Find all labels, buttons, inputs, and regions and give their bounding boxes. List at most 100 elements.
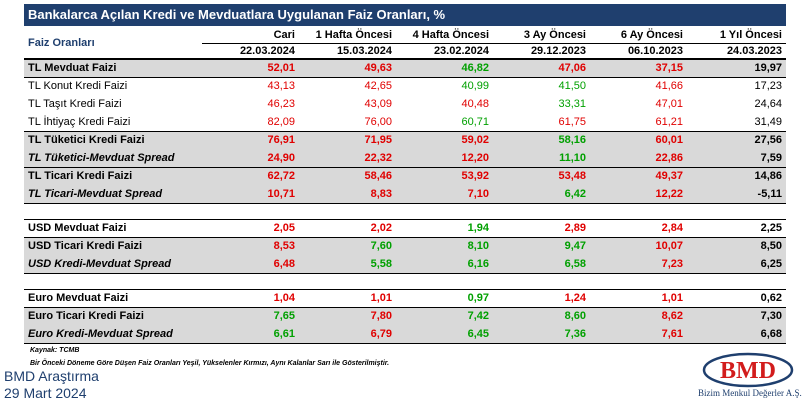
rate-cell: 7,36 [493,325,590,344]
table-row: TL Ticari Kredi Faizi 62,72 58,46 53,92 53,4… [24,167,786,186]
rate-cell: 2,84 [590,219,687,238]
column-header: 4 Hafta Öncesi [396,28,493,44]
row-label: Euro Mevduat Faizi [24,289,202,308]
rate-cell: 12,20 [396,149,493,168]
table-title: Bankalarca Açılan Kredi ve Mevduatlara U… [24,4,786,26]
rate-cell: 58,16 [493,131,590,150]
rate-cell: 60,71 [461,115,489,128]
rate-cell: 1,01 [590,289,687,308]
rate-cell: 17,23 [754,80,782,93]
rate-cell: 61,75 [558,115,586,128]
rate-cell: 58,46 [299,167,396,186]
table-row: TL Mevduat Faizi 52,01 49,63 46,82 47,06 37,1… [24,58,786,78]
rate-cell: 33,31 [558,98,586,110]
rate-cell: 1,04 [202,289,299,308]
table-row: USD Kredi-Mevduat Spread 6,48 5,58 6,16 6,58… [24,255,786,274]
rate-cell: 6,45 [396,325,493,344]
rate-cell: 46,23 [267,98,295,110]
rate-cell: 31,49 [754,115,782,128]
rate-cell: 76,91 [202,131,299,150]
row-label: USD Mevduat Faizi [24,219,202,238]
rate-cell: 2,89 [493,219,590,238]
table-row: Euro Ticari Kredi Faizi 7,65 7,80 7,42 8,60 8… [24,307,786,326]
rate-cell: 52,01 [202,58,299,78]
rate-cell: 6,16 [396,255,493,274]
rate-cell: 1,01 [299,289,396,308]
column-date: 23.02.2024 [396,43,493,60]
rate-cell: 43,09 [364,98,392,110]
rate-cell: 14,86 [687,167,786,186]
company-name: Bizim Menkul Değerler A.Ş. [698,388,802,398]
rate-cell: 8,60 [493,307,590,326]
table-row: TL Tüketici Kredi Faizi 76,91 71,95 59,02 58… [24,131,786,150]
table-row: TL Taşıt Kredi Faizi 46,23 43,09 40,48 33,31… [24,96,786,114]
rate-cell: 7,80 [299,307,396,326]
source-note: Kaynak: TCMB [30,347,80,354]
rate-cell: 8,83 [299,185,396,204]
rate-cell: 37,15 [590,58,687,78]
rate-cell: 47,01 [655,98,683,110]
row-label: TL Ticari-Mevduat Spread [24,185,202,204]
rate-cell: 12,22 [590,185,687,204]
rate-cell: 10,07 [590,237,687,256]
rate-cell: 59,02 [396,131,493,150]
rate-cell: 24,64 [754,98,782,110]
rate-cell: 6,61 [202,325,299,344]
rate-cell: 1,94 [396,219,493,238]
rate-cell: 6,79 [299,325,396,344]
rate-cell: 9,47 [493,237,590,256]
header-row-dates: 22.03.2024 15.03.2024 23.02.2024 29.12.2… [24,43,786,60]
column-header: 1 Hafta Öncesi [299,28,396,44]
rate-cell: 7,65 [202,307,299,326]
table-row: TL İhtiyaç Kredi Faizi 82,09 76,00 60,71 61,… [24,114,786,132]
organization-name: BMD Araştırma [4,368,99,384]
rate-cell: -5,11 [687,185,786,204]
color-legend-note: Bir Önceki Döneme Göre Düşen Faiz Oranla… [30,360,390,367]
rate-cell: 2,25 [687,219,786,238]
rate-cell: 24,90 [202,149,299,168]
rate-cell: 6,68 [687,325,786,344]
column-date: 06.10.2023 [590,43,687,60]
logo-mark: BMD [720,358,776,384]
rate-cell: 11,10 [493,149,590,168]
rate-cell: 10,71 [202,185,299,204]
rate-cell: 61,21 [655,115,683,128]
column-header: 3 Ay Öncesi [493,28,590,44]
table-row: TL Ticari-Mevduat Spread 10,71 8,83 7,10 6,4… [24,185,786,204]
row-label: Euro Ticari Kredi Faizi [24,307,202,326]
row-label: TL Tüketici-Mevduat Spread [24,149,202,168]
rate-cell: 82,09 [267,115,295,128]
rate-cell: 8,10 [396,237,493,256]
header-row-names: Faiz Oranları Cari 1 Hafta Öncesi 4 Haft… [24,28,786,60]
column-date: 29.12.2023 [493,43,590,60]
rate-cell: 22,86 [590,149,687,168]
column-header: Cari [202,28,299,44]
rate-cell: 19,97 [687,58,786,78]
rate-cell: 6,42 [493,185,590,204]
report-date: 29 Mart 2024 [4,385,87,401]
row-label: TL Mevduat Faizi [24,58,202,78]
rate-cell: 7,23 [590,255,687,274]
row-label: USD Ticari Kredi Faizi [24,237,202,256]
table-row: Euro Mevduat Faizi 1,04 1,01 0,97 1,24 1,01 0,… [24,289,786,308]
rate-cell: 41,66 [655,80,683,93]
rate-cell: 2,05 [202,219,299,238]
rate-cell: 40,48 [461,98,489,110]
rate-cell: 6,48 [202,255,299,274]
column-date: 24.03.2023 [687,43,786,60]
interest-rates-table: Faiz Oranları Cari 1 Hafta Öncesi 4 Haft… [24,28,786,344]
rate-cell: 22,32 [299,149,396,168]
header-label: Faiz Oranları [24,28,202,60]
rate-cell: 43,13 [267,80,295,93]
row-label: TL İhtiyaç Kredi Faizi [28,115,131,128]
logo-ring [702,352,794,388]
rate-cell: 46,82 [396,58,493,78]
rate-cell: 60,01 [590,131,687,150]
row-label: TL Tüketici Kredi Faizi [24,131,202,150]
column-header: 1 Yıl Öncesi [687,28,786,44]
row-label: USD Kredi-Mevduat Spread [24,255,202,274]
rate-cell: 7,10 [396,185,493,204]
table-row: USD Ticari Kredi Faizi 8,53 7,60 8,10 9,47 10… [24,237,786,256]
row-label: TL Konut Kredi Faizi [28,80,128,93]
rate-cell: 6,58 [493,255,590,274]
